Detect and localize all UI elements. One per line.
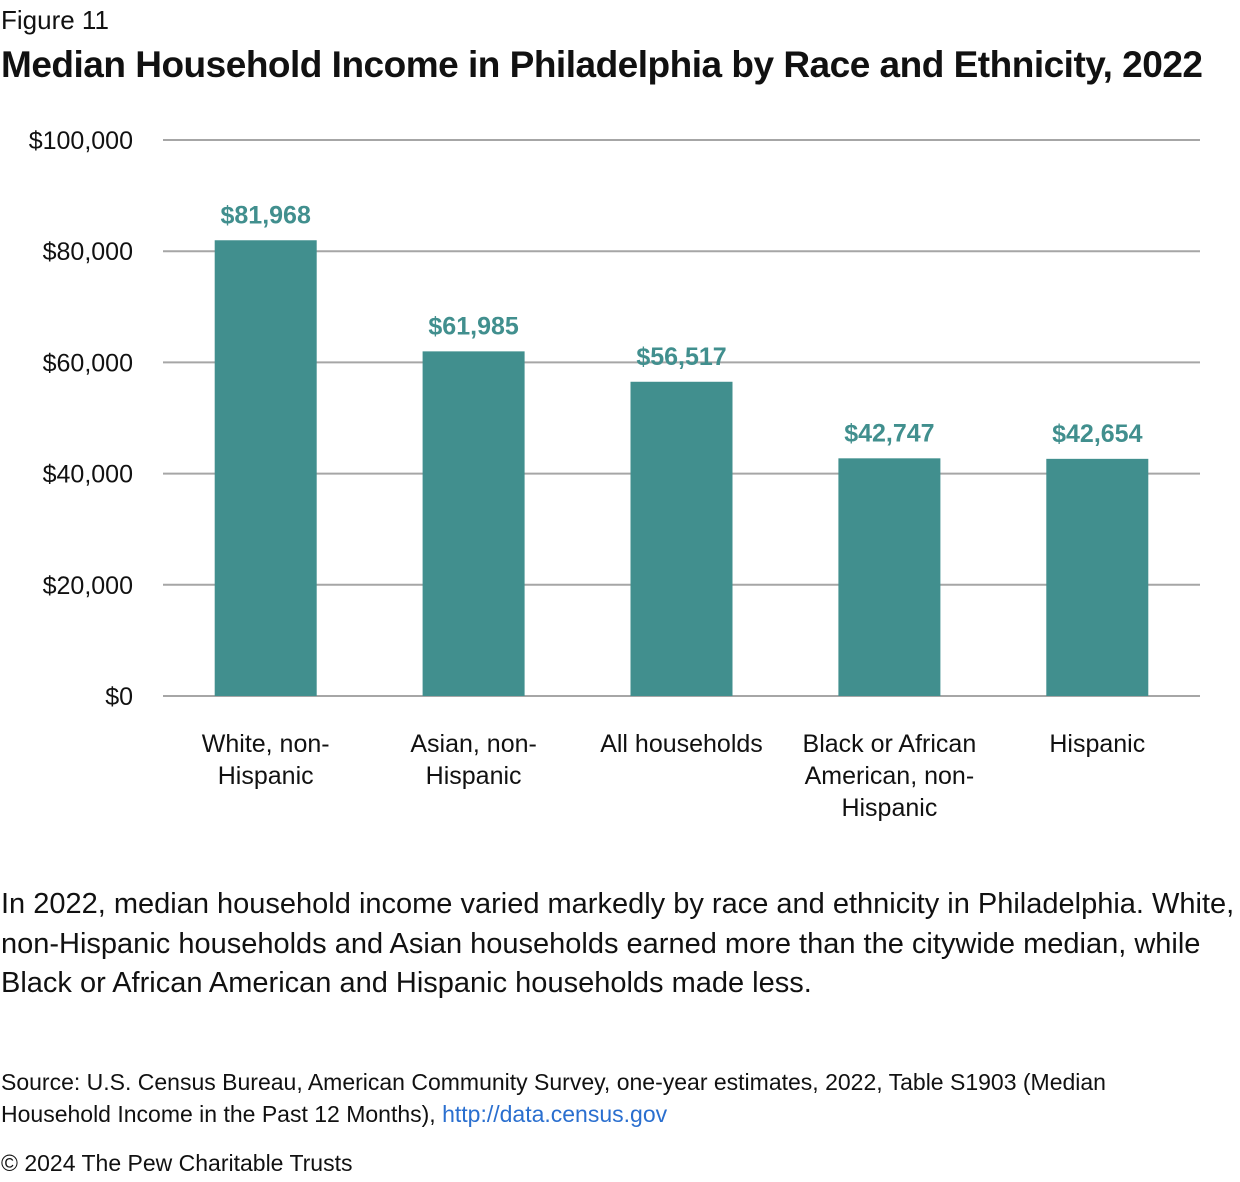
x-tick-label: White, non-	[202, 730, 330, 758]
data-label: $42,747	[844, 419, 934, 447]
y-tick-label: $40,000	[43, 461, 133, 489]
data-label: $81,968	[221, 201, 311, 229]
x-tick-label: American, non-	[805, 762, 975, 790]
x-tick-label: Asian, non-	[410, 730, 536, 758]
x-tick-label: Hispanic	[1049, 730, 1145, 758]
data-label: $61,985	[428, 312, 518, 340]
x-tick-label: Hispanic	[426, 762, 522, 790]
bar	[1046, 458, 1149, 696]
bar	[838, 458, 941, 696]
bar-chart: $0 $20,000 $40,000 $60,000 $80,000 $100,000 $8…	[29, 127, 1200, 822]
y-tick-label: $0	[105, 683, 133, 711]
data-label: $42,654	[1052, 420, 1142, 448]
copyright: © 2024 The Pew Charitable Trusts	[1, 1150, 353, 1176]
figure-label: Figure 11	[1, 5, 109, 35]
source-link[interactable]: http://data.census.gov	[442, 1101, 668, 1127]
bar	[630, 381, 733, 696]
y-tick-label: $20,000	[43, 572, 133, 600]
data-label: $56,517	[636, 343, 726, 371]
x-tick-label: All households	[600, 730, 763, 758]
y-tick-label: $100,000	[29, 127, 133, 155]
source-note: Source: U.S. Census Bureau, American Com…	[1, 1066, 1221, 1130]
bar	[422, 351, 525, 696]
bar	[214, 240, 317, 696]
x-tick-label: Hispanic	[218, 762, 314, 790]
y-tick-label: $60,000	[43, 349, 133, 377]
source-text: Source: U.S. Census Bureau, American Com…	[1, 1069, 1106, 1127]
x-tick-label: Hispanic	[841, 794, 937, 822]
y-tick-label: $80,000	[43, 238, 133, 266]
x-tick-label: Black or African	[803, 730, 977, 758]
chart-title: Median Household Income in Philadelphia …	[1, 44, 1203, 85]
caption: In 2022, median household income varied …	[1, 888, 1235, 999]
